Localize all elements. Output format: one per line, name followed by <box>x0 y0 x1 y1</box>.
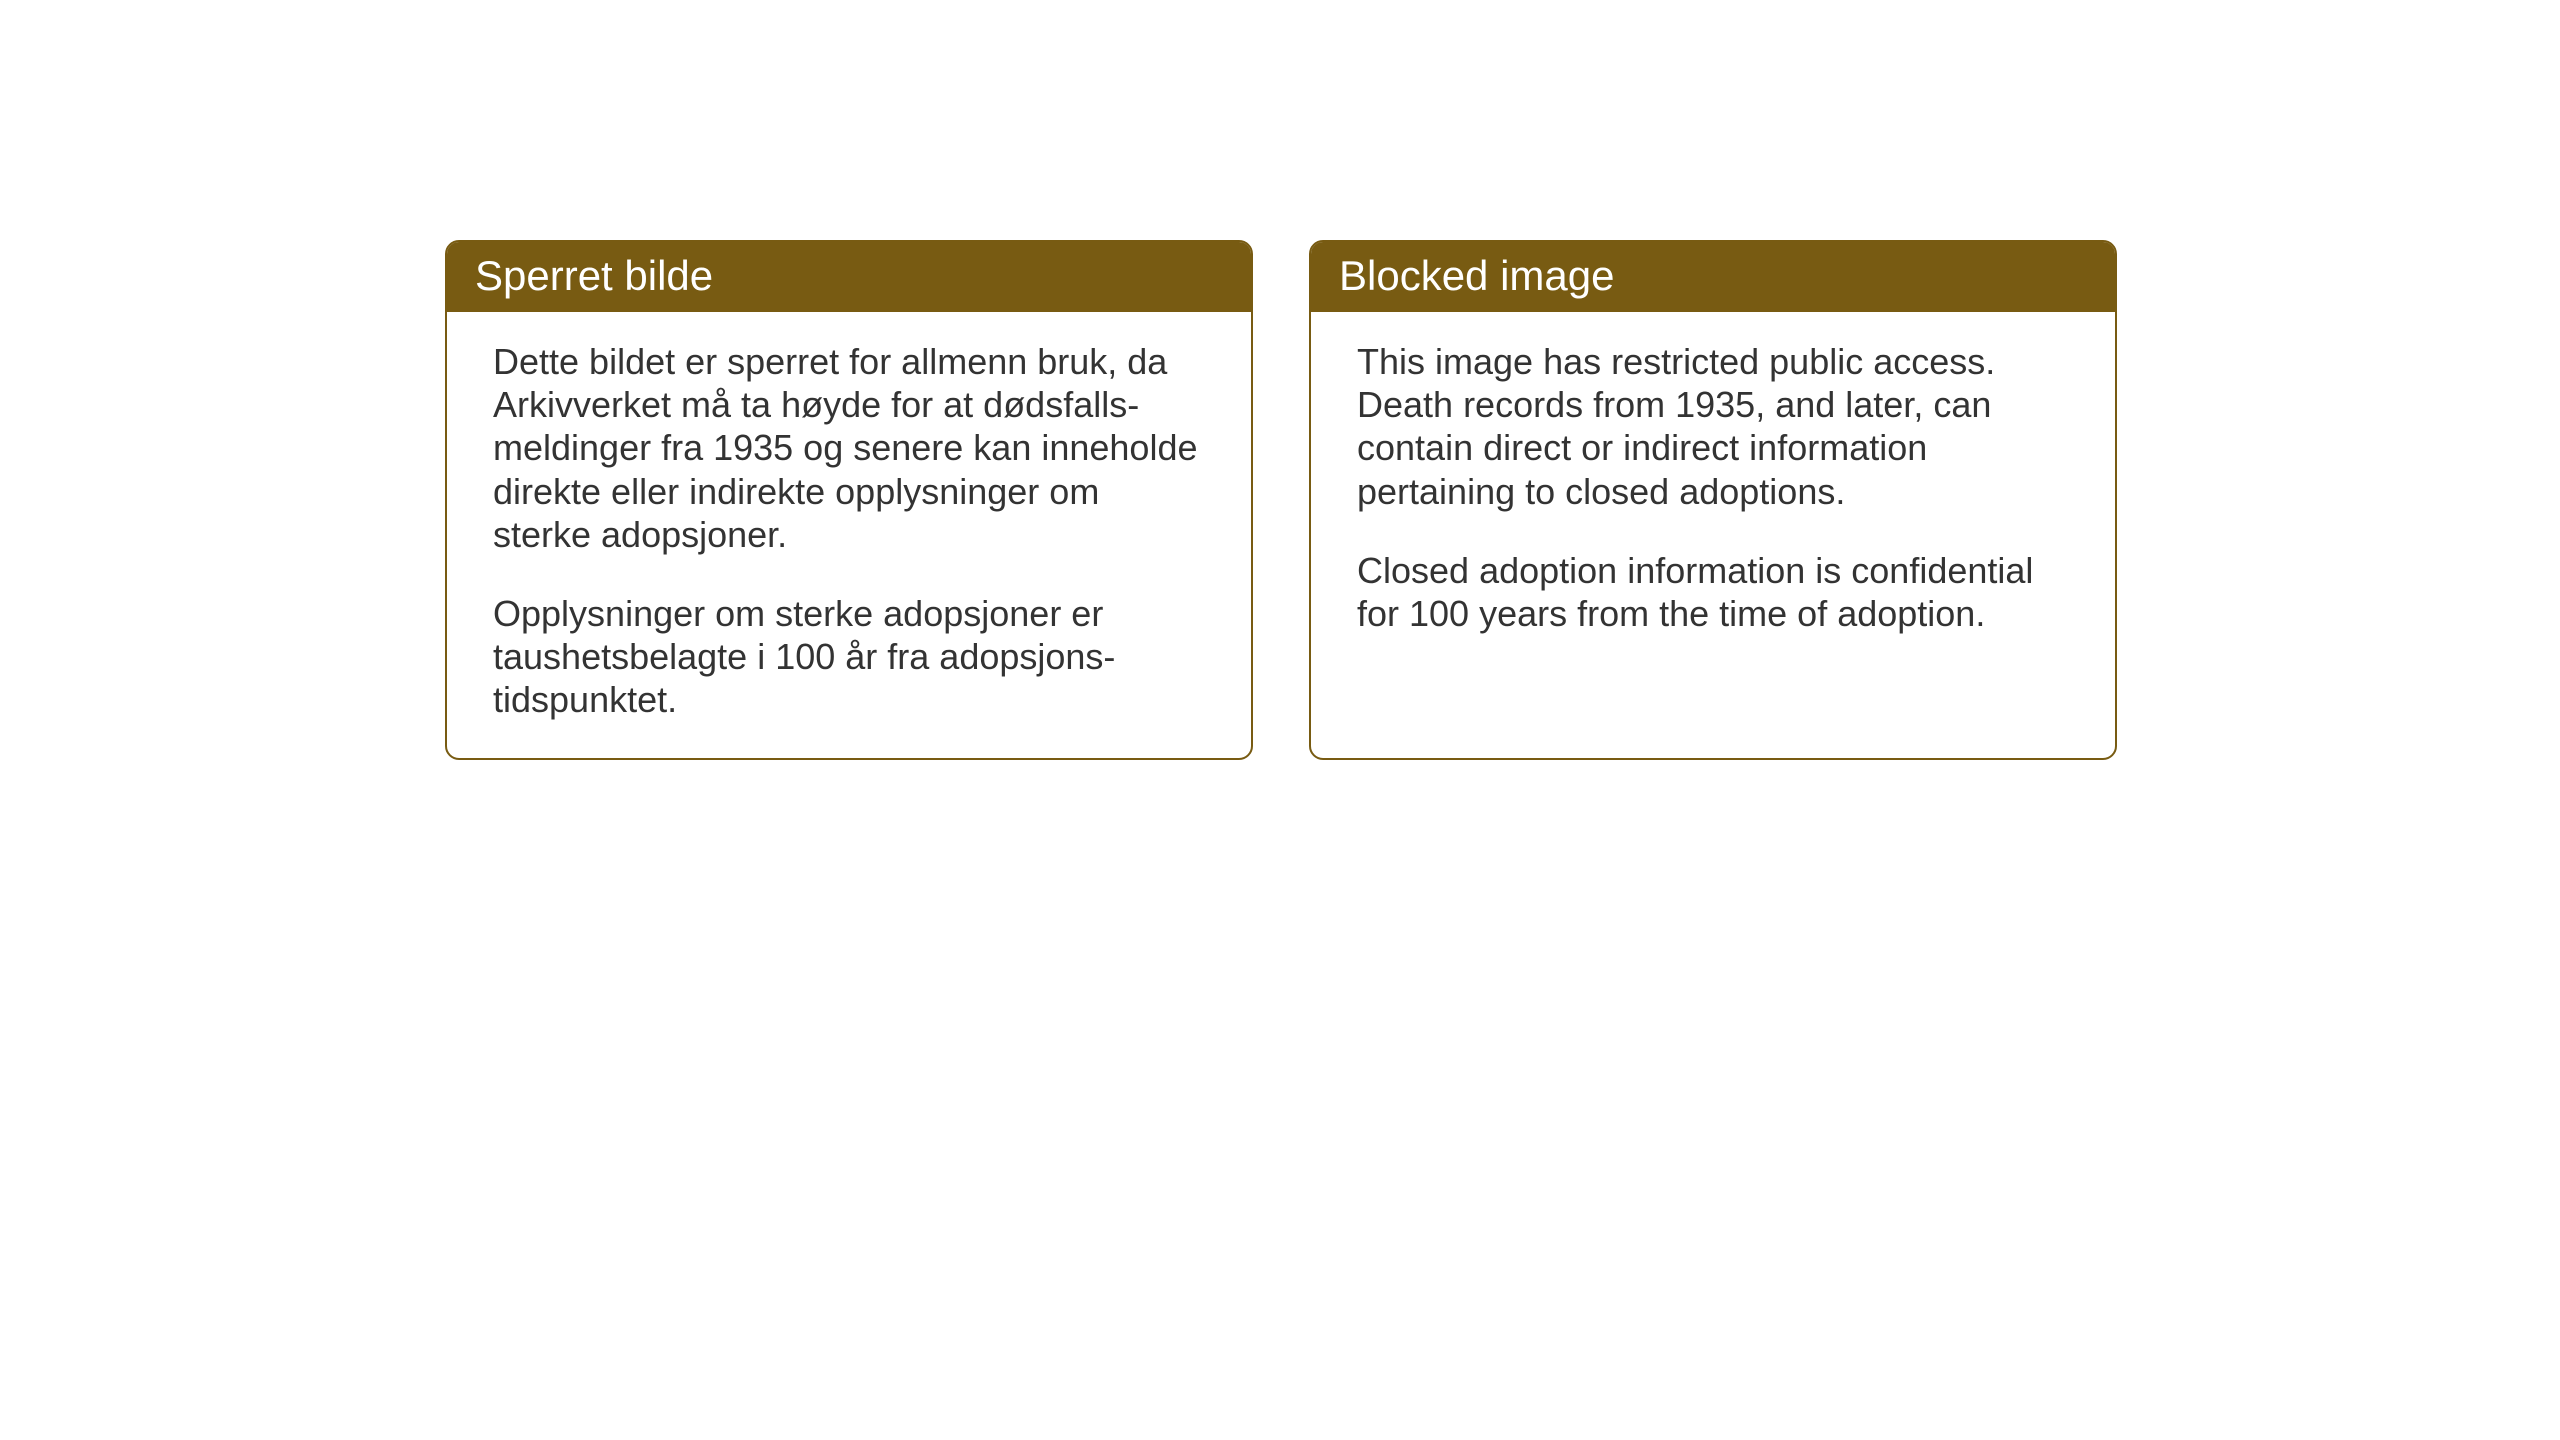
english-card: Blocked image This image has restricted … <box>1309 240 2117 760</box>
norwegian-paragraph-2: Opplysninger om sterke adopsjoner er tau… <box>493 592 1205 722</box>
english-paragraph-2: Closed adoption information is confident… <box>1357 549 2069 635</box>
english-card-body: This image has restricted public access.… <box>1311 312 2115 671</box>
norwegian-paragraph-1: Dette bildet er sperret for allmenn bruk… <box>493 340 1205 556</box>
notice-container: Sperret bilde Dette bildet er sperret fo… <box>445 240 2117 760</box>
norwegian-card: Sperret bilde Dette bildet er sperret fo… <box>445 240 1253 760</box>
english-card-header: Blocked image <box>1311 242 2115 312</box>
norwegian-card-header: Sperret bilde <box>447 242 1251 312</box>
norwegian-card-body: Dette bildet er sperret for allmenn bruk… <box>447 312 1251 758</box>
english-paragraph-1: This image has restricted public access.… <box>1357 340 2069 513</box>
